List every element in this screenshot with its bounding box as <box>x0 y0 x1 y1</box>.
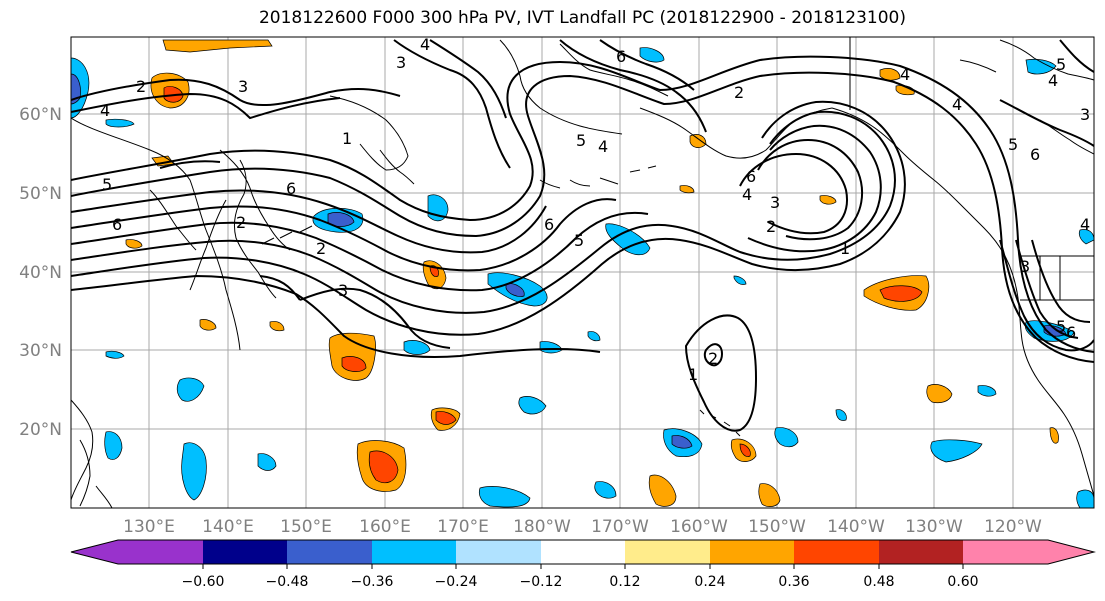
lon-label: 140°E <box>202 517 254 537</box>
coastlines <box>71 37 1094 508</box>
lat-label-60n: 60°N <box>19 105 62 125</box>
contour-label: 3 <box>396 53 406 72</box>
map-title: 2018122600 F000 300 hPa PV, IVT Landfall… <box>258 8 906 28</box>
latitude-labels: 60°N 50°N 40°N 30°N 20°N <box>19 105 62 440</box>
contour-label: 2 <box>734 83 744 102</box>
contour-label: 3 <box>338 281 348 300</box>
contour-label: 5 <box>1008 135 1018 154</box>
contour-label: 1 <box>688 365 698 384</box>
contour-label: 2 <box>236 213 246 232</box>
lon-label: 160°E <box>359 517 411 537</box>
lat-label-20n: 20°N <box>19 420 62 440</box>
colorbar-segment <box>541 540 625 564</box>
colorbar-segment <box>1048 540 1094 564</box>
contour-label: 3 <box>238 77 248 96</box>
contour-label: 6 <box>746 167 756 186</box>
contour-label: 4 <box>100 101 110 120</box>
contour-label: 6 <box>112 215 122 234</box>
colorbar-tick-label: 0.48 <box>863 574 894 590</box>
colorbar-segment <box>372 540 456 564</box>
colorbar-tick-label: −0.24 <box>435 574 478 590</box>
lat-label-40n: 40°N <box>19 263 62 283</box>
contour-label: 6 <box>1066 323 1076 342</box>
lon-label: 170°W <box>591 517 649 537</box>
lon-label: 180°W <box>513 517 571 537</box>
colorbar-segment <box>118 540 203 564</box>
contour-label: 2 <box>766 217 776 236</box>
contour-label: 1 <box>342 129 352 148</box>
colorbar-segment <box>456 540 541 564</box>
pv-contours <box>71 39 1094 432</box>
longitude-labels: 130°E 140°E 150°E 160°E 170°E 180°W 170°… <box>123 517 1042 537</box>
contour-label: 5 <box>574 231 584 250</box>
colorbar-tick-label: 0.24 <box>694 574 725 590</box>
contour-label: 5 <box>102 175 112 194</box>
lon-label: 150°W <box>748 517 806 537</box>
contour-label: 3 <box>770 193 780 212</box>
lon-label: 130°W <box>905 517 963 537</box>
contour-label: 6 <box>1030 145 1040 164</box>
contour-label: 4 <box>1080 215 1090 234</box>
colorbar-tick-label: 0.12 <box>609 574 640 590</box>
colorbar-tick-label: −0.60 <box>182 574 225 590</box>
contour-label: 6 <box>544 215 554 234</box>
colorbar-outline <box>70 539 1096 565</box>
colorbar-segment <box>794 540 879 564</box>
anomaly-patches <box>71 39 1094 508</box>
contour-label: 5 <box>576 131 586 150</box>
contour-label: 4 <box>952 95 962 114</box>
contour-label: 2 <box>136 77 146 96</box>
lat-label-50n: 50°N <box>19 184 62 204</box>
contour-label: 5 <box>1056 317 1066 336</box>
colorbar-segment <box>963 540 1048 564</box>
contour-label: 4 <box>742 185 752 204</box>
lon-label: 160°W <box>670 517 728 537</box>
contour-label: 5 <box>1056 55 1066 74</box>
colorbar-tick-label: 0.36 <box>778 574 809 590</box>
contour-label: 3 <box>1080 105 1090 124</box>
contour-label: 4 <box>1048 71 1058 90</box>
map-frame <box>70 36 1095 509</box>
contour-label: 4 <box>420 35 430 54</box>
colorbar-segment <box>625 540 710 564</box>
lon-label: 130°E <box>123 517 175 537</box>
contour-label: 2 <box>708 349 718 368</box>
contour-label: 3 <box>1020 257 1030 276</box>
lat-label-30n: 30°N <box>19 341 62 361</box>
colorbar-segment <box>287 540 372 564</box>
lon-label: 170°E <box>437 517 489 537</box>
colorbar-segment <box>710 540 794 564</box>
lon-label: 140°W <box>827 517 885 537</box>
colorbar: −0.60 −0.48 −0.36 −0.24 −0.12 0.12 0.24 … <box>70 539 1096 590</box>
contour-label: 1 <box>840 239 850 258</box>
colorbar-tick-label: −0.12 <box>520 574 563 590</box>
colorbar-tick-label: 0.60 <box>947 574 978 590</box>
contour-labels: 2 4 5 6 6 1 3 4 2 3 6 5 5 4 6 2 6 4 3 2 … <box>100 35 1090 384</box>
contour-label: 4 <box>598 137 608 156</box>
colorbar-tick-label: −0.36 <box>351 574 394 590</box>
contour-label: 4 <box>900 65 910 84</box>
colorbar-tick-label: −0.48 <box>266 574 309 590</box>
lon-label: 120°W <box>984 517 1042 537</box>
contour-label: 6 <box>616 47 626 66</box>
colorbar-segment <box>71 540 118 564</box>
contour-label: 6 <box>286 179 296 198</box>
colorbar-segment <box>879 540 963 564</box>
colorbar-segment <box>203 540 287 564</box>
lon-label: 150°E <box>280 517 332 537</box>
contour-label: 2 <box>316 239 326 258</box>
